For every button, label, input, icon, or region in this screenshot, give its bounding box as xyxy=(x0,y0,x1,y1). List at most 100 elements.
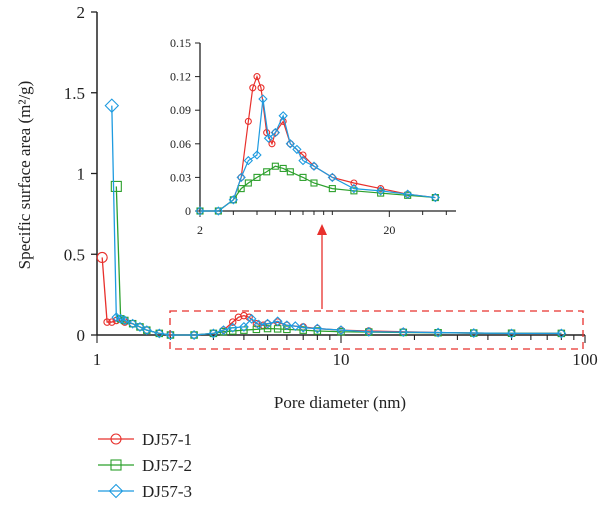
inset-data-point xyxy=(268,140,276,148)
y-tick-label: 1 xyxy=(77,165,86,184)
data-point xyxy=(127,318,138,329)
data-point xyxy=(313,327,322,335)
data-point xyxy=(116,315,125,323)
data-point xyxy=(110,180,122,192)
legend-marker-DJ57-2 xyxy=(110,459,122,471)
x-tick-label: 10 xyxy=(333,350,350,369)
inset-data-point xyxy=(310,179,318,187)
data-point xyxy=(246,313,257,324)
data-point xyxy=(234,313,243,321)
inset-data-point xyxy=(285,139,296,149)
data-point xyxy=(336,325,346,336)
inset-data-point xyxy=(271,129,279,137)
inset-data-point xyxy=(195,206,205,216)
data-point xyxy=(227,322,238,333)
data-point xyxy=(281,320,292,331)
data-point xyxy=(108,318,116,326)
inset-x-tick-label: 20 xyxy=(383,223,395,237)
y-tick-label: 2 xyxy=(77,3,86,22)
data-point xyxy=(556,328,567,339)
inset-y-tick-label: 0.15 xyxy=(170,36,191,50)
data-point xyxy=(298,322,309,333)
data-point xyxy=(506,328,517,339)
inset-y-tick-label: 0.03 xyxy=(170,170,191,184)
inset-data-point xyxy=(430,192,441,203)
data-point xyxy=(262,318,273,329)
y-tick-label: 0 xyxy=(77,326,86,345)
data-point xyxy=(433,327,444,338)
data-point xyxy=(96,251,108,264)
inset-data-point xyxy=(263,168,271,176)
x-axis-label: Pore diameter (nm) xyxy=(274,393,406,412)
data-point xyxy=(128,319,137,328)
inset-data-point xyxy=(213,206,224,216)
inset-data-point xyxy=(309,161,319,171)
data-point xyxy=(290,321,301,332)
inset-data-point xyxy=(249,84,257,92)
data-point xyxy=(283,325,291,334)
data-point xyxy=(135,321,145,332)
series-line-DJ57-2 xyxy=(115,186,562,336)
inset-data-point xyxy=(350,187,358,195)
legend-label: DJ57-3 xyxy=(142,482,192,501)
data-point xyxy=(253,319,264,330)
inset-y-tick-label: 0.09 xyxy=(170,103,191,117)
x-tick-label: 1 xyxy=(93,350,102,369)
legend-label: DJ57-1 xyxy=(142,430,192,449)
inset-y-tick-label: 0.06 xyxy=(170,137,191,151)
x-tick-label: 100 xyxy=(572,350,598,369)
data-point xyxy=(141,325,152,336)
data-point xyxy=(154,328,165,339)
inset-data-point xyxy=(253,173,261,181)
inset-series-layer xyxy=(195,73,441,216)
data-point xyxy=(208,328,219,339)
data-point xyxy=(228,318,237,326)
data-point xyxy=(263,324,272,333)
inset-data-point xyxy=(244,179,252,187)
data-point xyxy=(218,325,229,336)
inset-data-point xyxy=(236,172,246,183)
inset-data-point xyxy=(278,111,288,121)
inset-data-point xyxy=(377,189,385,197)
inset-data-point xyxy=(286,168,294,176)
inset-data-point xyxy=(243,155,254,166)
inset-data-point xyxy=(271,162,279,170)
inset-data-point xyxy=(292,144,302,155)
data-point xyxy=(143,326,151,334)
inset-data-point xyxy=(402,189,413,199)
inset-data-point xyxy=(257,84,265,92)
inset-series-line-DJ57-3 xyxy=(200,98,436,212)
data-point xyxy=(363,326,374,337)
inset-data-point xyxy=(258,94,268,104)
inset-data-point xyxy=(328,173,336,181)
inset-data-point xyxy=(375,186,386,196)
y-tick-label: 1.5 xyxy=(64,84,85,103)
inset-data-point xyxy=(253,73,261,81)
inset-data-point xyxy=(349,183,359,194)
inset-data-point xyxy=(328,185,336,193)
inset-series-line-DJ57-1 xyxy=(200,74,436,212)
inset-data-point xyxy=(350,179,358,187)
data-point xyxy=(119,315,130,326)
inset-data-point xyxy=(298,155,308,166)
inset-data-point xyxy=(310,162,318,170)
data-point xyxy=(299,326,307,334)
zoom-dashed-rect xyxy=(169,310,584,350)
inset-data-point xyxy=(237,173,245,181)
inset-data-point xyxy=(237,185,245,193)
zoom-arrow-head xyxy=(317,224,327,235)
inset-data-point xyxy=(279,164,287,172)
inset-x-tick-label: 2 xyxy=(197,223,203,237)
data-point xyxy=(312,323,323,334)
zoom-region-box xyxy=(169,224,584,350)
inset-data-point xyxy=(244,117,252,125)
data-point xyxy=(104,98,120,113)
inset-data-point xyxy=(270,127,281,138)
inset-data-point xyxy=(299,173,307,181)
data-point xyxy=(121,316,129,325)
data-point xyxy=(165,330,176,340)
data-point xyxy=(238,321,249,332)
main-series-layer xyxy=(96,98,567,340)
data-point xyxy=(468,328,479,338)
